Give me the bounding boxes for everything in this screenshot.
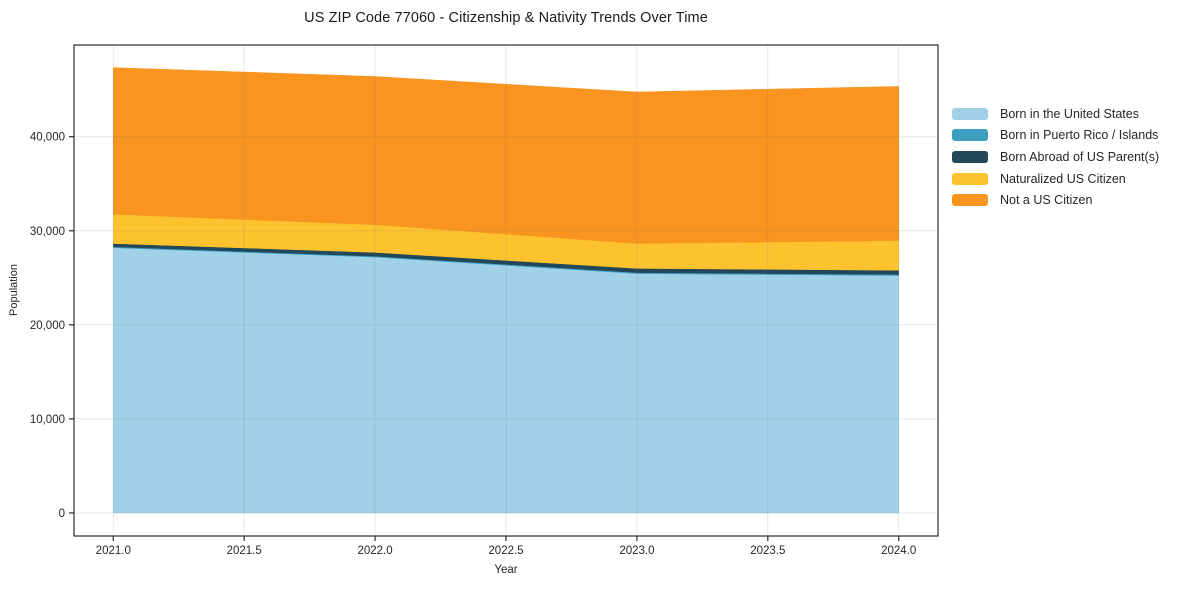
y-axis-title: Population — [8, 264, 20, 316]
y-tick-label: 10,000 — [30, 414, 65, 426]
area-not-a-us-citizen — [113, 67, 899, 244]
y-tick-label: 40,000 — [30, 132, 65, 144]
y-tick-label: 20,000 — [30, 320, 65, 332]
legend-swatch-icon — [952, 129, 988, 142]
legend-swatch-icon — [952, 172, 988, 185]
legend-item-not-a-us-citizen: Not a US Citizen — [952, 189, 1159, 211]
legend-item-born-in-the-united-states: Born in the United States — [952, 103, 1159, 125]
y-tick-label: 30,000 — [30, 226, 65, 238]
x-tick-label: 2021.0 — [96, 545, 131, 557]
legend-item-naturalized-us-citizen: Naturalized US Citizen — [952, 168, 1159, 190]
legend-label: Born Abroad of US Parent(s) — [1000, 149, 1160, 164]
x-tick-label: 2022.5 — [488, 545, 523, 557]
x-tick-label: 2023.5 — [750, 545, 785, 557]
x-tick-label: 2022.0 — [357, 545, 392, 557]
y-tick-label: 0 — [59, 508, 65, 520]
x-tick-label: 2021.5 — [227, 545, 262, 557]
legend-item-born-in-puerto-rico-islands: Born in Puerto Rico / Islands — [952, 125, 1159, 147]
legend-swatch-icon — [952, 107, 988, 120]
legend-label: Naturalized US Citizen — [1000, 171, 1126, 186]
legend-label: Born in the United States — [1000, 106, 1139, 121]
legend-label: Not a US Citizen — [1000, 193, 1093, 208]
x-tick-label: 2024.0 — [881, 545, 916, 557]
chart-title: US ZIP Code 77060 - Citizenship & Nativi… — [304, 10, 708, 26]
legend: Born in the United States Born in Puerto … — [952, 103, 1159, 211]
x-axis-title: Year — [494, 564, 518, 576]
legend-label: Born in Puerto Rico / Islands — [1000, 128, 1159, 143]
legend-item-born-abroad-of-us-parent-s: Born Abroad of US Parent(s) — [952, 146, 1159, 168]
legend-swatch-icon — [952, 194, 988, 207]
legend-swatch-icon — [952, 150, 988, 163]
x-tick-label: 2023.0 — [619, 545, 654, 557]
